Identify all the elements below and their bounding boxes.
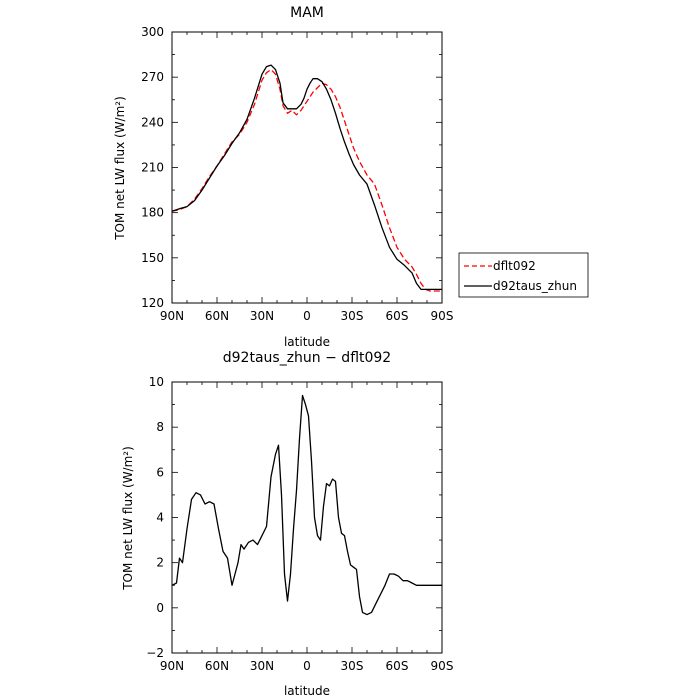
legend-box: [458, 252, 589, 298]
tick-group: 90N 60N 30N 0 30S 60S 90S 120 150 180 210 240 270 300: [141, 25, 453, 323]
x-tick-label: 60N: [205, 659, 229, 673]
y-tick-label: −2: [146, 646, 164, 660]
x-axis-label: latitude: [284, 684, 330, 698]
y-tick-label: 240: [141, 115, 164, 129]
y-tick-label: 2: [156, 556, 164, 570]
y-tick-label: 4: [156, 511, 164, 525]
chart-title: MAM: [290, 5, 324, 21]
x-tick-label: 30S: [341, 659, 364, 673]
legend-label-dflt092: dflt092: [493, 259, 536, 273]
chart-title: d92taus_zhun − dflt092: [223, 350, 391, 366]
x-tick-label: 60S: [386, 309, 409, 323]
series-line-difference: [171, 394, 442, 616]
y-tick-label: 120: [141, 296, 164, 310]
series-line-d92taus-zhun: [171, 64, 442, 291]
series-layer: [171, 64, 442, 292]
tick-group: 90N 60N 30N 0 30S 60S 90S −2 0 2 4 6 8 10: [146, 375, 453, 673]
plot-frame: [171, 381, 443, 654]
y-tick-label: 270: [141, 70, 164, 84]
x-tick-label: 60S: [386, 659, 409, 673]
x-tick-label: 30N: [250, 659, 274, 673]
y-tick-label: 0: [156, 601, 164, 615]
y-tick-label: 210: [141, 161, 164, 175]
x-tick-label: 90S: [431, 659, 454, 673]
x-tick-label: 0: [303, 309, 311, 323]
y-tick-label: 300: [141, 25, 164, 39]
x-tick-label: 0: [303, 659, 311, 673]
y-tick-label: 180: [141, 206, 164, 220]
x-tick-label: 60N: [205, 309, 229, 323]
y-axis-label: TOM net LW flux (W/m²): [121, 446, 135, 591]
y-tick-label: 6: [156, 465, 164, 479]
y-tick-label: 8: [156, 420, 164, 434]
y-tick-label: 150: [141, 251, 164, 265]
legend-label-d92taus-zhun: d92taus_zhun: [493, 279, 577, 293]
x-tick-label: 30S: [341, 309, 364, 323]
panel-top: MAM 90N 60N 30N 0 30S 60S 90S 120 150 180 210 240 27…: [113, 5, 453, 349]
x-tick-label: 90N: [160, 659, 184, 673]
y-axis-label: TOM net LW flux (W/m²): [113, 96, 127, 241]
x-tick-label: 30N: [250, 309, 274, 323]
y-tick-label: 10: [149, 375, 164, 389]
x-axis-label: latitude: [284, 335, 330, 349]
x-tick-label: 90N: [160, 309, 184, 323]
legend: dflt092 d92taus_zhun: [458, 252, 589, 298]
series-line-dflt092: [171, 68, 442, 292]
panel-bottom: d92taus_zhun − dflt092 90N 60N 30N 0 30S 60S 9…: [121, 350, 453, 698]
series-layer: [171, 394, 442, 616]
x-tick-label: 90S: [431, 309, 454, 323]
